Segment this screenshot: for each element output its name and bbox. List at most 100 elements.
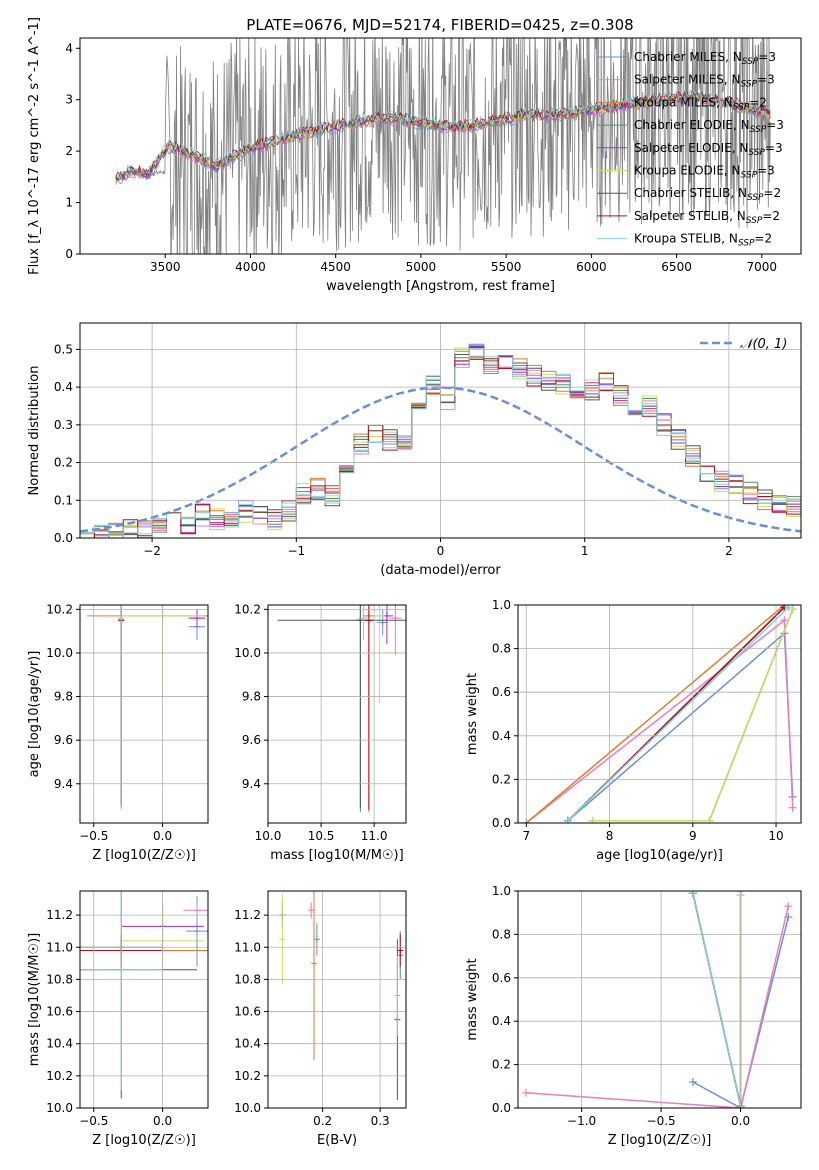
legend-nssp: =3 (758, 50, 776, 64)
mass-vs-Z-plot (80, 891, 208, 1099)
legend-entry-7: Salpeter STELIB, NSSP=2 (634, 209, 780, 226)
residuals-xtick-label: 0 (437, 544, 445, 558)
histogram-4 (80, 346, 801, 538)
weight-vs-Z-ytick-label: 0.6 (492, 971, 511, 985)
weight-vs-age-xlabel: age [log10(age/yr)] (596, 848, 723, 863)
mass-vs-ebv-xlabel: E(B-V) (317, 1133, 357, 1148)
mass-vs-Z-ytick-label: 10.8 (46, 972, 73, 986)
weight-line-8 (567, 606, 790, 822)
residuals-plot (80, 343, 801, 538)
mass-vs-ebv-ytick-label: 10.0 (234, 1101, 261, 1115)
weight-vs-age-ytick-label: 0.8 (492, 642, 511, 656)
point-0 (313, 936, 320, 943)
residuals-ytick-label: 0.0 (54, 531, 73, 545)
mass-vs-ebv-frame (267, 890, 407, 1109)
weight-vs-Z-xtick-label: −0.5 (647, 1114, 676, 1128)
age-vs-Z-ytick-label: 10.2 (46, 602, 73, 616)
weight-marker-8-1 (784, 605, 793, 612)
age-vs-Z-ytick-label: 10.0 (46, 646, 73, 660)
mass-vs-Z-ytick-label: 11.0 (46, 940, 73, 954)
weight-vs-age-xtick-label: 7 (523, 829, 531, 843)
weight-line-1 (525, 906, 790, 1108)
legend-name: Salpeter MILES, N (634, 73, 741, 87)
mass-vs-ebv-ytick-label: 10.6 (234, 1005, 261, 1019)
point-5 (376, 612, 383, 619)
weight-vs-age-axes: 7 8 9 10 0.0 0.2 0.4 0.6 0.8 1.0 age [log10(age/yr… (465, 598, 802, 863)
mass-vs-ebv-plot (279, 891, 404, 1100)
weight-vs-age-ytick-label: 0.2 (492, 772, 511, 786)
spectrum-ytick-label: 4 (65, 41, 73, 55)
spectrum-plot (115, 38, 771, 254)
legend-entry-8: Kroupa STELIB, NSSP=2 (634, 232, 772, 249)
point-0 (193, 928, 200, 935)
weight-marker-1-2 (784, 902, 793, 911)
spectrum-xtick-label: 5500 (491, 260, 522, 274)
age-vs-mass-ytick-label: 9.8 (242, 690, 261, 704)
histogram-6 (80, 347, 801, 538)
age-vs-Z-xtick-label: −0.5 (79, 829, 108, 843)
legend-entry-0: Chabrier MILES, NSSP=3 (634, 50, 776, 67)
residuals-xtick-label: 1 (581, 544, 589, 558)
spectrum-xtick-label: 5000 (406, 260, 437, 274)
weight-vs-Z-xtick-label: −1.0 (567, 1114, 596, 1128)
point-2 (311, 960, 317, 967)
weight-vs-Z-ytick-label: 1.0 (492, 884, 511, 898)
weight-vs-Z-xtick-label: 0.0 (731, 1114, 750, 1128)
spectrum-frame (79, 37, 802, 255)
residuals-xlabel: (data-model)/error (380, 563, 501, 578)
legend-sub: SSP (747, 193, 764, 203)
age-vs-mass-plot (277, 605, 406, 813)
legend-nssp: =3 (766, 118, 784, 132)
legend-entry-6: Chabrier STELIB, NSSP=2 (634, 186, 781, 203)
weight-vs-age-plot (522, 605, 797, 823)
legend-name: Kroupa MILES, N (634, 95, 733, 109)
mass-vs-Z-frame (79, 890, 209, 1109)
weight-marker-1-2 (788, 803, 797, 812)
point-5 (279, 936, 286, 943)
legend-name: Kroupa ELODIE, N (634, 164, 741, 178)
spectrum-xlabel: wavelength [Angstrom, rest frame] (326, 279, 555, 294)
age-vs-mass-frame (267, 604, 407, 824)
weight-vs-Z-frame (517, 890, 802, 1109)
legend-nssp: =2 (762, 209, 780, 223)
spectrum-xtick-label: 7000 (747, 260, 778, 274)
weight-vs-Z-ytick-label: 0.0 (492, 1101, 511, 1115)
gaussian-legend-label: 𝒩(0, 1) (740, 337, 787, 352)
legend-entry-2: Kroupa MILES, NSSP=2 (634, 95, 767, 112)
mass-vs-ebv-ytick-label: 10.8 (234, 972, 261, 986)
weight-vs-age-xtick-label: 10 (768, 829, 783, 843)
legend-entry-5: Kroupa ELODIE, NSSP=3 (634, 164, 775, 181)
mass-vs-Z-ytick-label: 10.0 (46, 1101, 73, 1115)
point-1 (193, 907, 200, 914)
legend-name: Kroupa STELIB, N (634, 232, 738, 246)
mass-vs-Z-ytick-label: 10.4 (46, 1037, 73, 1051)
legend-name: Salpeter ELODIE, N (634, 141, 748, 155)
spectrum-model-4 (115, 92, 771, 181)
age-vs-mass-ytick-label: 9.4 (242, 777, 261, 791)
mass-vs-Z-xtick-label: −0.5 (79, 1114, 108, 1128)
legend-nssp: =2 (754, 232, 772, 246)
weight-vs-Z-ytick-label: 0.2 (492, 1058, 511, 1072)
spectrum-legend: Chabrier MILES, NSSP=3 Salpeter MILES, N S… (597, 50, 784, 249)
age-vs-mass-axes: 10.0 10.5 11.0 9.4 9.6 9.8 10.0 10.2 mass [log10… (234, 602, 407, 863)
weight-vs-age-xtick-label: 9 (689, 829, 697, 843)
age-vs-Z-plot (86, 605, 208, 810)
legend-name: Salpeter STELIB, N (634, 209, 746, 223)
point-8 (118, 615, 125, 622)
weight-marker-5-0 (588, 816, 597, 823)
weight-vs-age-ytick-label: 0.6 (492, 685, 511, 699)
residuals-ytick-label: 0.1 (54, 493, 73, 507)
mass-vs-Z-axes: −0.5 0.0 10.0 10.2 10.4 10.6 10.8 11.0 11.2 Z [lo… (27, 890, 209, 1148)
age-vs-Z-axes: −0.5 0.0 9.4 9.6 9.8 10.0 10.2 Z [log10(Z/Z☉)] a… (27, 602, 209, 863)
weight-vs-Z-ytick-label: 0.4 (492, 1014, 511, 1028)
weight-marker-1-0 (521, 1088, 530, 1097)
spectrum-model-6 (115, 90, 771, 182)
age-vs-mass-xtick-label: 10.0 (255, 829, 282, 843)
mass-vs-Z-ylabel: mass [log10(M/M☉)] (27, 933, 42, 1066)
spectrum-xtick-label: 3500 (150, 260, 181, 274)
point-8 (394, 992, 401, 999)
legend-sub: SSP (738, 239, 755, 249)
point-7 (397, 947, 404, 954)
spectrum-xtick-label: 6500 (661, 260, 692, 274)
